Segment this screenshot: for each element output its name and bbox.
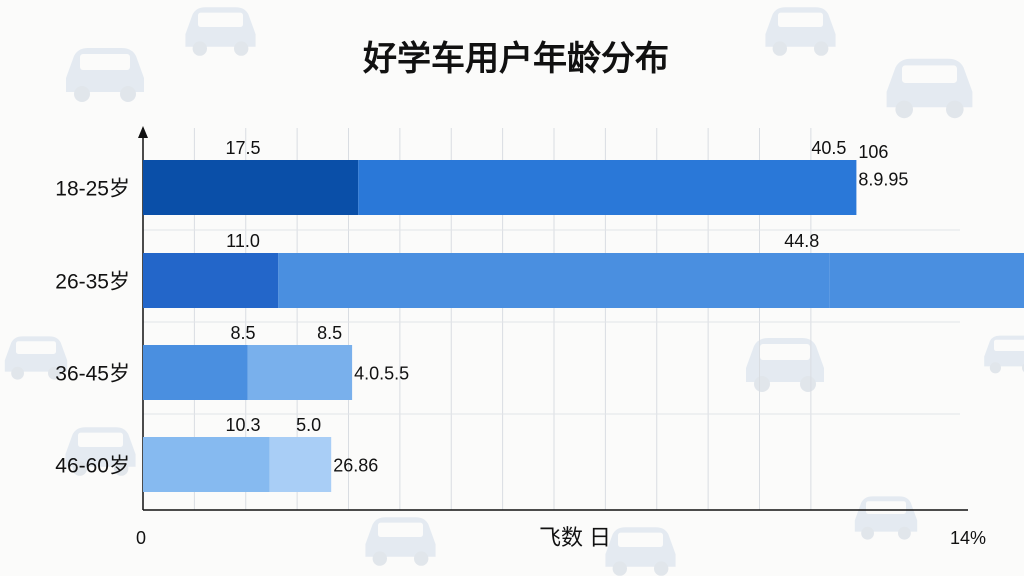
background-car-icon [765, 7, 836, 56]
background-car-icon [4, 336, 68, 380]
data-labels: 17.540.511.044.831.58.58.510.35.01068.9.… [225, 138, 908, 476]
axes: 0 14% 18-25岁 26-35岁 36-45岁 46-60岁 [55, 126, 986, 548]
data-label: 40.5 [811, 138, 846, 158]
category-label: 36-45岁 [55, 363, 130, 386]
bar-segment [247, 345, 353, 400]
data-label: 17.5 [225, 138, 260, 158]
bar-segment [143, 345, 248, 400]
data-label: 10.3 [225, 415, 260, 435]
background-car-icon [854, 496, 918, 540]
background-car-icon [185, 7, 256, 56]
bar-segment [143, 437, 270, 492]
bar-segment [358, 160, 857, 215]
category-label: 18-25岁 [55, 178, 130, 201]
bars [143, 160, 1024, 492]
chart-title: 好学车用户年龄分布 [362, 39, 669, 79]
background-car-icon [886, 58, 973, 119]
category-label: 46-60岁 [55, 455, 130, 478]
background-car-icon [746, 338, 824, 392]
data-label: 5.0 [296, 415, 321, 435]
background-car-icon [66, 48, 144, 102]
data-label: 11.0 [226, 231, 260, 251]
bar-segment [143, 253, 279, 308]
bar-end-label: 4.0.5.5 [354, 364, 409, 384]
x-tick-label: 0 [136, 528, 146, 548]
bar-segment [143, 160, 359, 215]
bar-end-label: 26.86 [333, 456, 378, 476]
background-car-icon [984, 335, 1024, 374]
y-axis-arrow-icon [138, 126, 148, 138]
background-layer [4, 7, 1024, 576]
bar-segment [269, 437, 332, 492]
x-tick-label: 14% [950, 528, 986, 548]
data-label: 44.8 [784, 231, 819, 251]
background-car-icon [65, 427, 136, 476]
data-label: 8.5 [317, 323, 342, 343]
bar-end-label: 106 [858, 142, 888, 162]
x-axis-title: 飞数 日 [539, 525, 611, 550]
bar-segment [278, 253, 830, 308]
background-car-icon [605, 527, 676, 576]
bar-end-label: 8.9.95 [858, 170, 908, 190]
bar-segment [829, 253, 1024, 308]
data-label: 8.5 [230, 323, 255, 343]
background-car-icon [365, 517, 436, 566]
category-label: 26-35岁 [55, 271, 130, 294]
